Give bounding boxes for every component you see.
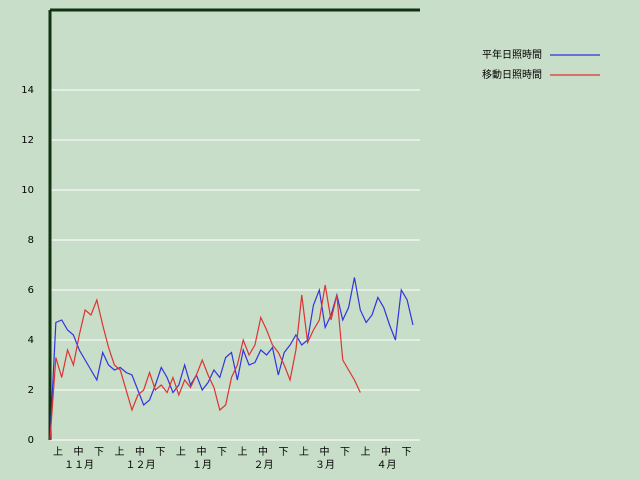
x-tick-label: 上 <box>238 446 248 458</box>
y-tick-label: 8 <box>28 235 34 246</box>
y-tick-label: 12 <box>21 135 34 146</box>
y-tick-label: 6 <box>28 285 34 296</box>
x-tick-label: 中 <box>74 445 84 458</box>
month-label: １２月 <box>126 459 156 471</box>
y-tick-label: 10 <box>21 185 34 196</box>
x-tick-label: 上 <box>115 446 125 458</box>
month-label: ２月 <box>254 459 274 471</box>
month-label: ３月 <box>315 459 335 471</box>
y-tick-label: 4 <box>28 335 34 346</box>
y-tick-label: 2 <box>28 385 34 396</box>
x-tick-label: 下 <box>94 447 104 458</box>
x-tick-label: 中 <box>197 445 207 458</box>
legend-label: 移動日照時間 <box>482 68 542 81</box>
month-label: １月 <box>192 459 212 471</box>
x-tick-label: 下 <box>340 447 350 458</box>
y-tick-label: 0 <box>28 435 34 446</box>
x-tick-label: 上 <box>176 446 186 458</box>
x-tick-label: 下 <box>279 447 289 458</box>
legend-label: 平年日照時間 <box>482 48 542 61</box>
x-tick-label: 上 <box>53 446 63 458</box>
month-label: １１月 <box>64 459 94 471</box>
x-tick-label: 中 <box>258 445 268 458</box>
x-tick-label: 下 <box>217 447 227 458</box>
x-tick-label: 下 <box>402 447 412 458</box>
x-tick-label: 上 <box>361 446 371 458</box>
x-tick-label: 上 <box>299 446 309 458</box>
x-tick-label: 下 <box>156 447 166 458</box>
line-series <box>49 277 414 441</box>
month-label: ４月 <box>377 459 397 471</box>
x-tick-label: 中 <box>381 445 391 458</box>
y-tick-label: 14 <box>21 85 34 96</box>
line-series <box>49 284 361 441</box>
x-tick-label: 中 <box>320 445 330 458</box>
x-tick-label: 中 <box>135 445 145 458</box>
